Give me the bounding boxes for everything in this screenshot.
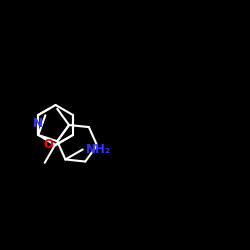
Text: NH₂: NH₂ [86, 143, 110, 156]
Text: N: N [33, 117, 43, 130]
Text: O: O [43, 138, 53, 150]
